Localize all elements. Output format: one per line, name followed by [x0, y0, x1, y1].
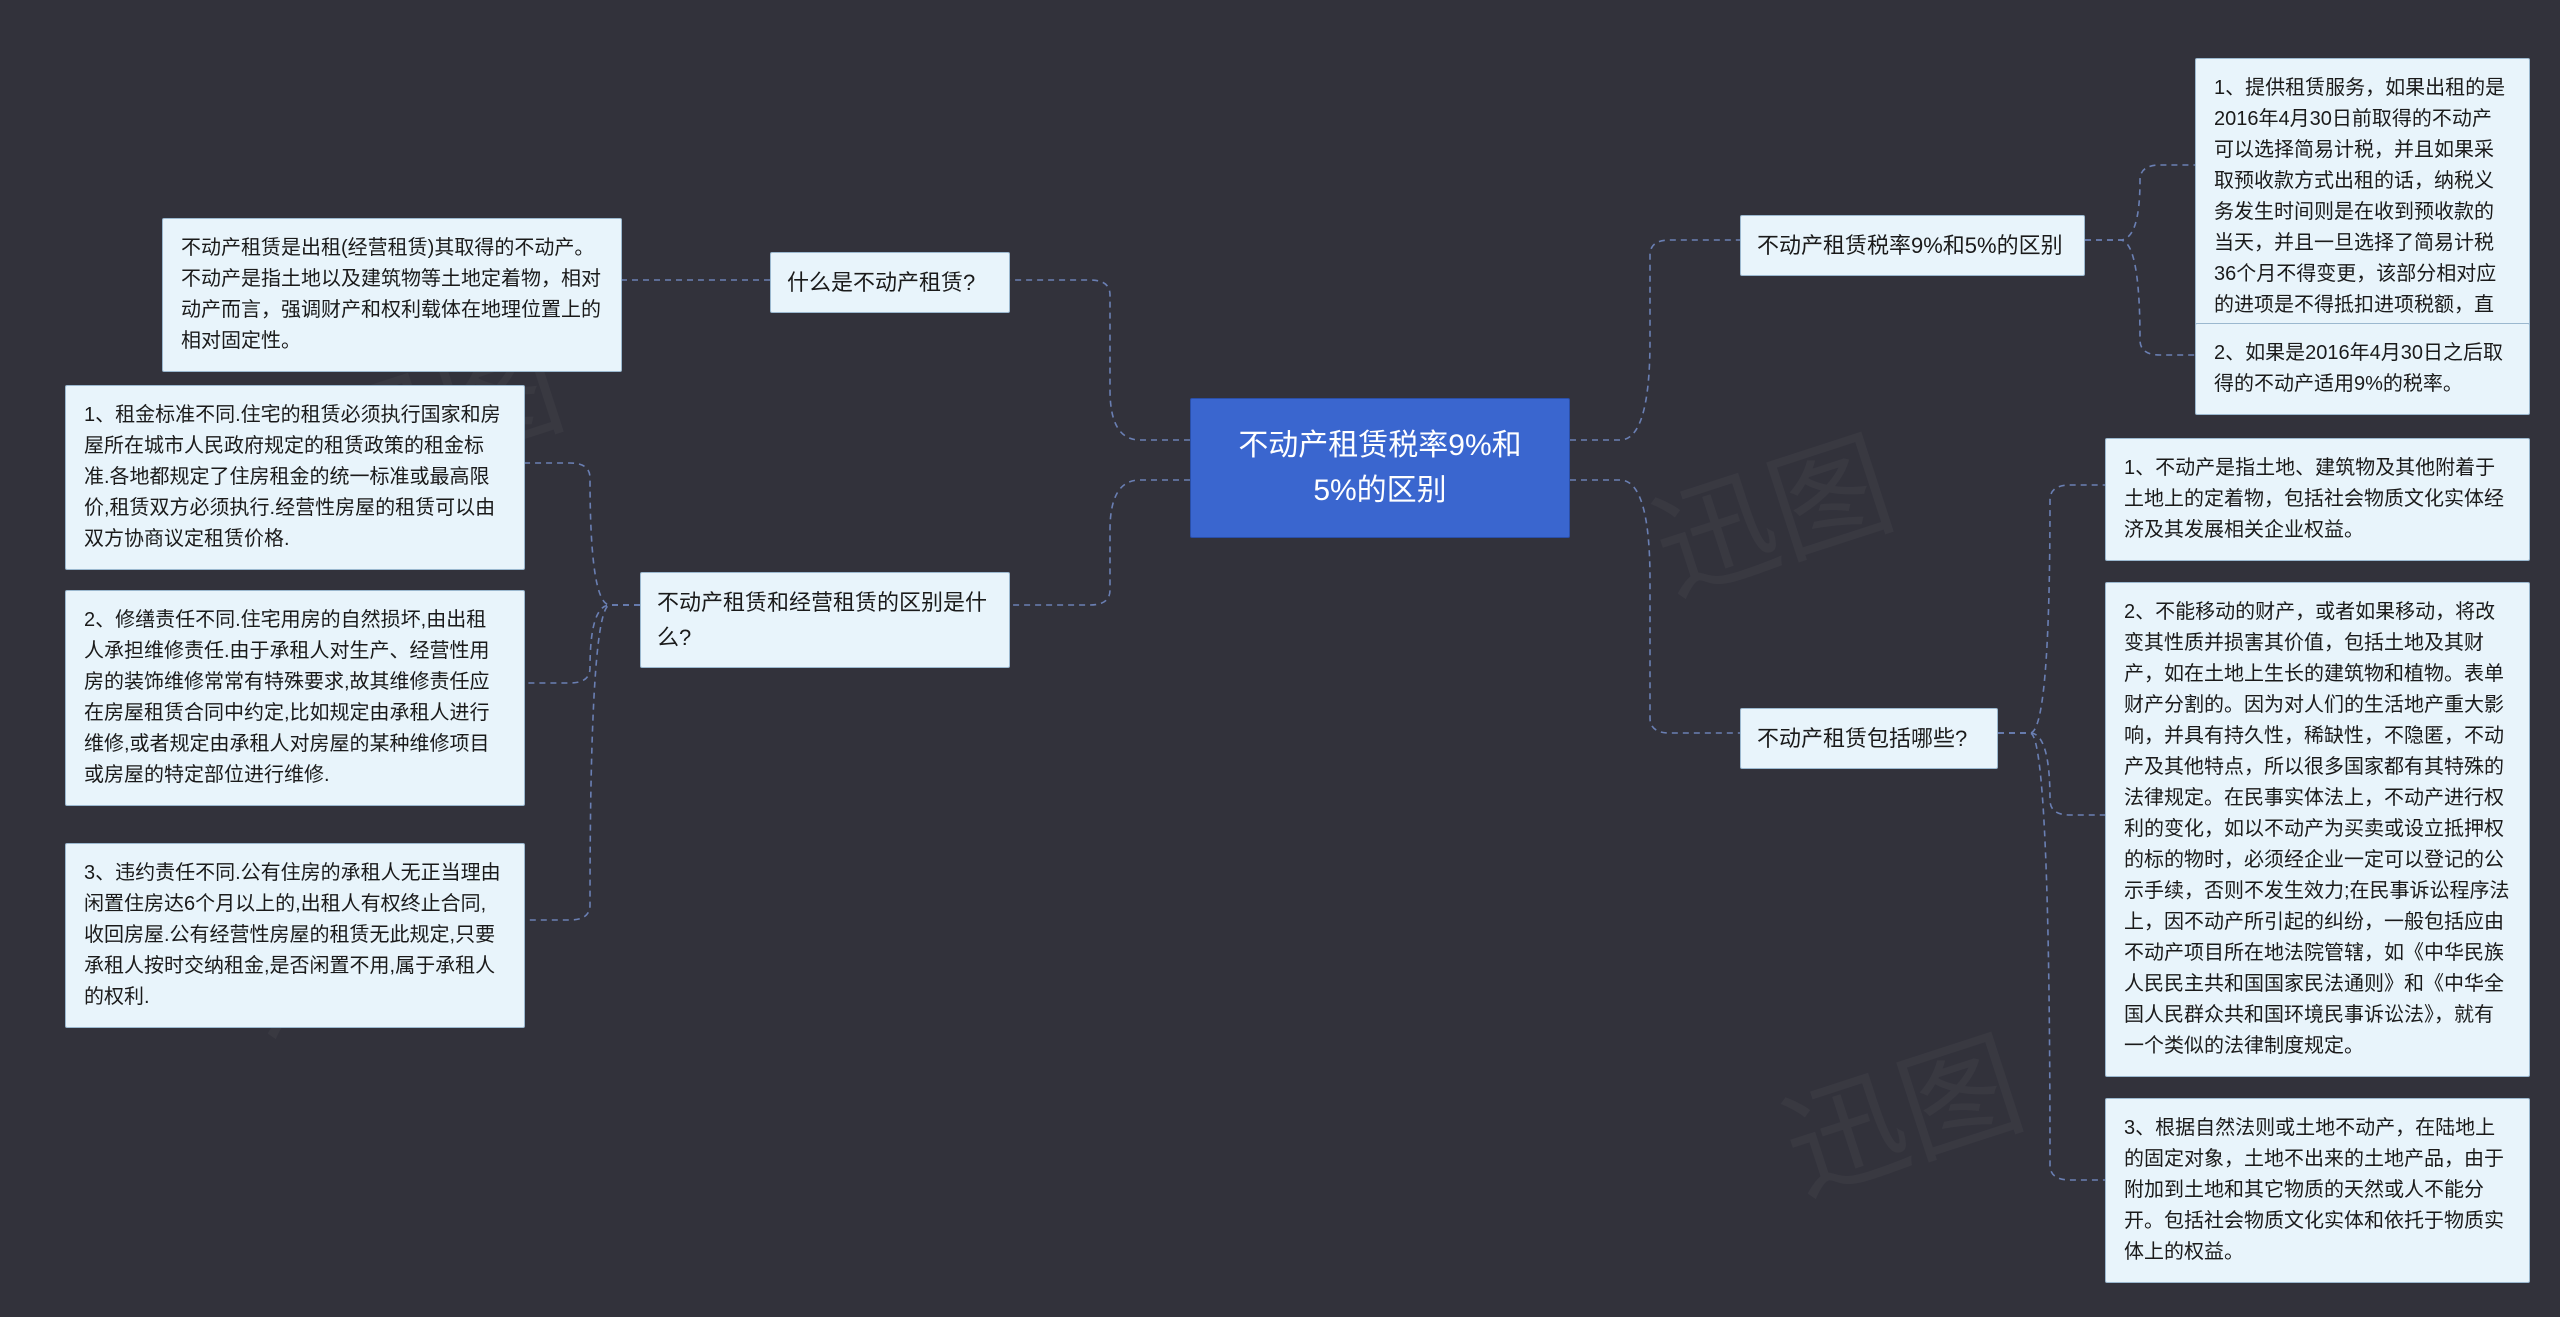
watermark: 迅图 — [1629, 387, 1911, 627]
leaf-repair-responsibility: 2、修缮责任不同.住宅用房的自然损坏,由出租人承担维修责任.由于承租人对生产、经… — [65, 590, 525, 806]
watermark: 迅图 — [1759, 987, 2041, 1227]
branch-what-is-real-estate-lease: 什么是不动产租赁? — [770, 252, 1010, 313]
branch-tax-rate-difference: 不动产租赁税率9%和5%的区别 — [1740, 215, 2085, 276]
leaf-breach-responsibility: 3、违约责任不同.公有住房的承租人无正当理由闲置住房达6个月以上的,出租人有权终… — [65, 843, 525, 1028]
center-node: 不动产租赁税率9%和5%的区别 — [1190, 398, 1570, 538]
leaf-tax-simple-method: 1、提供租赁服务，如果出租的是2016年4月30日前取得的不动产可以选择简易计税… — [2195, 58, 2530, 367]
leaf-immovable-property: 2、不能移动的财产，或者如果移动，将改变其性质并损害其价值，包括土地及其财产，如… — [2105, 582, 2530, 1077]
leaf-natural-law: 3、根据自然法则或土地不动产，在陆地上的固定对象，土地不出来的土地产品，由于附加… — [2105, 1098, 2530, 1283]
branch-lease-includes: 不动产租赁包括哪些? — [1740, 708, 1998, 769]
leaf-tax-nine-percent: 2、如果是2016年4月30日之后取得的不动产适用9%的税率。 — [2195, 323, 2530, 415]
leaf-real-estate-definition: 1、不动产是指土地、建筑物及其他附着于土地上的定着物，包括社会物质文化实体经济及… — [2105, 438, 2530, 561]
leaf-what-is-real-estate-lease-desc: 不动产租赁是出租(经营租赁)其取得的不动产。不动产是指土地以及建筑物等土地定着物… — [162, 218, 622, 372]
branch-lease-difference: 不动产租赁和经营租赁的区别是什么? — [640, 572, 1010, 668]
leaf-rent-standard: 1、租金标准不同.住宅的租赁必须执行国家和房屋所在城市人民政府规定的租赁政策的租… — [65, 385, 525, 570]
